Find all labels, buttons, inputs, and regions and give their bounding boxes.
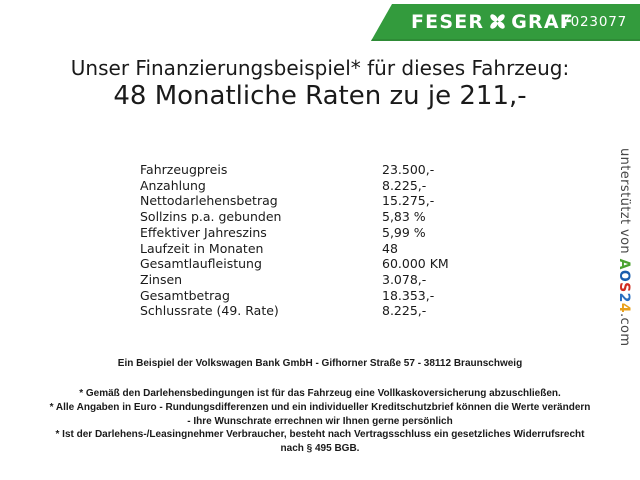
table-row: Gesamtbetrag 18.353,- [140, 288, 510, 304]
aos24-letter: O [616, 269, 632, 283]
table-row: Laufzeit in Monaten 48 [140, 241, 510, 257]
disclaimer-line: nach § 495 BGB. [280, 443, 360, 455]
row-label: Fahrzeugpreis [140, 162, 228, 177]
row-value: 48 [382, 240, 398, 256]
aos24-domain-suffix: .com [617, 312, 632, 347]
table-row: Zinsen 3.078,- [140, 272, 510, 288]
title-line-2: 48 Monatliche Raten zu je 211,- [113, 81, 527, 111]
row-value: 8.225,- [382, 177, 427, 193]
disclaimer-line: - Ihre Wunschrate errechnen wir Ihnen ge… [187, 415, 453, 427]
table-row: Sollzins p.a. gebunden 5,83 % [140, 209, 510, 225]
title-line-1: Unser Finanzierungsbeispiel* für dieses … [70, 56, 570, 80]
vehicle-id: Y023077 [561, 13, 627, 30]
row-value: 23.500,- [382, 162, 435, 177]
row-value: 5,83 % [382, 209, 426, 225]
disclaimer-line: * Ist der Darlehens-/Leasingnehmer Verbr… [55, 429, 585, 441]
supported-by-label: unterstützt von [617, 148, 632, 259]
bank-address-line: Ein Beispiel der Volkswagen Bank GmbH - … [117, 358, 523, 369]
aos24-logo: AOS24 [616, 259, 632, 313]
row-label: Laufzeit in Monaten [140, 240, 264, 256]
clover-icon [490, 14, 505, 29]
row-label: Gesamtbetrag [140, 287, 230, 303]
row-label: Nettodarlehensbetrag [140, 193, 278, 209]
aos24-letter: 4 [616, 302, 632, 313]
disclaimer-line: * Gemäß den Darlehensbedingungen ist für… [79, 388, 561, 399]
brand-word-feser: FESER [411, 10, 485, 33]
table-row: Anzahlung 8.225,- [140, 178, 510, 194]
finance-table: Fahrzeugpreis 23.500,- Anzahlung 8.225,- Net… [140, 162, 510, 319]
header-bar: FESER GRAF Y023077 [371, 4, 640, 41]
table-row: Fahrzeugpreis 23.500,- [140, 162, 510, 178]
disclaimer-line: * Alle Angaben in Euro - Rundungsdiffere… [49, 401, 591, 413]
row-value: 15.275,- [382, 193, 435, 209]
table-row: Schlussrate (49. Rate) 8.225,- [140, 303, 510, 319]
table-row: Gesamtlaufleistung 60.000 KM [140, 256, 510, 272]
aos24-letter: A [616, 258, 632, 270]
row-value: 18.353,- [382, 287, 435, 303]
row-value: 3.078,- [382, 271, 427, 287]
disclaimer-block: * Gemäß den Darlehensbedingungen ist für… [0, 387, 640, 456]
brand-word-graf: GRAF [511, 10, 574, 33]
row-label: Schlussrate (49. Rate) [140, 303, 279, 319]
aos24-letter: S [616, 282, 632, 293]
row-value: 8.225,- [382, 303, 427, 319]
sidebar-vertical-text: unterstützt von AOS24.com [616, 148, 632, 358]
row-label: Effektiver Jahreszins [140, 224, 267, 240]
row-label: Gesamtlaufleistung [140, 256, 262, 272]
table-row: Nettodarlehensbetrag 15.275,- [140, 193, 510, 209]
row-value: 5,99 % [382, 224, 426, 240]
row-label: Sollzins p.a. gebunden [140, 209, 282, 225]
aos24-letter: 2 [616, 292, 632, 303]
row-value: 60.000 KM [382, 256, 449, 272]
brand-logo: FESER GRAF [411, 4, 574, 39]
table-row: Effektiver Jahreszins 5,99 % [140, 225, 510, 241]
row-label: Zinsen [140, 271, 183, 287]
row-label: Anzahlung [140, 177, 206, 193]
